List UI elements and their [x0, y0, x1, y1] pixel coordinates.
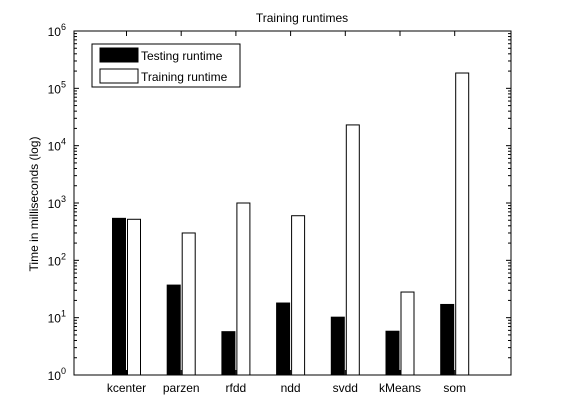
y-tick-label: 106	[48, 22, 66, 39]
y-tick-label: 102	[48, 251, 66, 268]
bar-training-parzen	[181, 232, 196, 376]
x-axis-ticks: kcenter parzen rfdd ndd svdd kMeans som	[107, 31, 466, 395]
x-tick-label: kcenter	[107, 381, 146, 395]
legend-label-training: Training runtime	[141, 70, 228, 84]
bar-testing-parzen	[166, 284, 181, 376]
y-axis-title: Time in milliseconds (log)	[27, 137, 41, 272]
bar-testing-rfdd	[221, 331, 236, 376]
bar-testing-kMeans	[385, 330, 400, 376]
bar-training-rfdd	[236, 202, 251, 376]
legend-label-testing: Testing runtime	[141, 49, 223, 63]
bar-training-kcenter	[127, 218, 141, 376]
bar-training-som	[455, 72, 470, 376]
y-tick-label: 104	[48, 137, 66, 154]
chart-title: Training runtimes	[256, 11, 348, 25]
x-tick-label: kMeans	[379, 381, 421, 395]
bar-testing-svdd	[330, 316, 345, 376]
legend: Testing runtime Training runtime	[91, 43, 241, 88]
plot-area: 100 101 102 103 104 105 106 kcenter parzen rfdd n…	[48, 22, 512, 395]
bars-group	[112, 72, 470, 376]
legend-swatch-testing	[99, 47, 139, 63]
bar-testing-som	[440, 303, 455, 376]
legend-swatch-training	[99, 68, 139, 84]
x-tick-label: parzen	[163, 381, 200, 395]
x-tick-label: som	[443, 381, 466, 395]
y-tick-label: 103	[48, 194, 66, 211]
x-tick-label: svdd	[333, 381, 358, 395]
y-tick-label: 100	[48, 366, 66, 383]
x-tick-label: ndd	[281, 381, 301, 395]
y-axis-ticks: 100 101 102 103 104 105 106	[48, 22, 511, 383]
bar-training-ndd	[291, 215, 306, 376]
bar-training-kMeans	[400, 291, 415, 376]
bar-testing-kcenter	[112, 217, 126, 376]
y-tick-label: 101	[48, 309, 66, 326]
bar-testing-ndd	[276, 302, 291, 376]
bar-training-svdd	[345, 124, 360, 376]
y-tick-label: 105	[48, 79, 66, 96]
x-tick-label: rfdd	[226, 381, 247, 395]
